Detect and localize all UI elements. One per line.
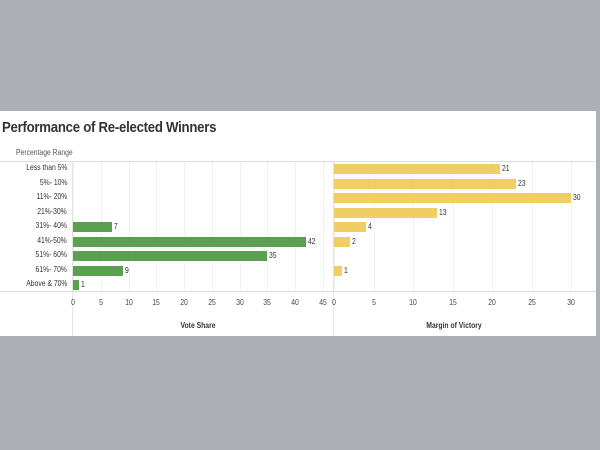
bar[interactable] [334,193,571,203]
bar[interactable] [334,164,500,174]
gridline [267,162,269,291]
gridline [452,162,454,291]
bar[interactable] [334,178,516,189]
margin-axis-label: Margin of Victory [426,321,482,330]
bar[interactable] [73,251,268,261]
gridline [239,162,241,291]
bar-value-label: 9 [124,265,129,275]
category-label: Less than 5% [25,163,67,172]
category-label: 31%- 40% [35,221,67,230]
tick-label: 25 [207,298,216,307]
bar-value-label: 7 [113,222,118,231]
row-header: Percentage Range [16,148,73,157]
tick-label: 20 [488,298,496,307]
bar[interactable] [334,236,350,247]
bar-value-label: 1 [343,265,348,275]
bar-value-label: 42 [308,236,316,246]
tick-label: 10 [409,298,417,307]
tick-label: 30 [235,298,244,307]
bar[interactable] [73,222,112,232]
gridline [211,162,213,291]
tick-label: 30 [567,298,575,307]
chart-title: Performance of Re-elected Winners [2,119,217,136]
category-label: 21%-30% [37,206,67,216]
bar-value-label: 13 [438,207,447,217]
gridline [156,162,158,291]
chart-panel: Performance of Re-elected Winners Percen… [0,111,596,336]
bar-value-label: 21 [501,164,510,173]
bar-value-label: 35 [269,251,277,260]
category-label: 11%- 20% [36,192,67,201]
tick-label: 5 [371,298,376,307]
gridline [128,162,130,291]
bar-value-label: 4 [367,222,372,231]
gridline [322,162,324,291]
left-pane-border [72,161,73,336]
bar-value-label: 23 [517,178,526,188]
bar[interactable] [73,265,123,276]
tick-label: 15 [152,298,161,307]
tick-label: 40 [291,298,299,307]
tick-label: 45 [318,298,327,307]
bar-value-label: 30 [573,193,581,202]
bar-value-label: 1 [80,280,85,289]
category-label: 5%- 10% [39,177,67,187]
category-labels: Less than 5% 5%- 10% 11%- 20% 21%-30% 31%- 4… [0,163,70,293]
tick-label: 25 [527,298,536,307]
gridline [531,162,533,291]
bar[interactable] [73,280,79,290]
vote-share-axis-label: Vote Share [180,321,216,330]
tick-label: 0 [332,298,336,307]
bar[interactable] [334,207,437,218]
tick-label: 35 [263,298,272,307]
tick-label: 10 [124,298,133,307]
gridline [295,162,296,291]
pane-separator [333,161,334,336]
tick-label: 20 [180,298,188,307]
category-label: Above & 70% [25,279,67,288]
bar-value-label: 2 [351,236,356,246]
gridline [373,162,375,291]
gridline [413,162,414,291]
axis-divider [0,291,596,292]
gridline [492,162,493,291]
category-label: 41%-50% [37,235,67,245]
tick-label: 0 [71,298,75,307]
tick-label: 15 [448,298,457,307]
tick-label: 5 [98,298,103,307]
bar[interactable] [73,236,307,247]
bar[interactable] [334,222,366,232]
gridline [571,162,572,291]
category-label: 51%- 60% [35,250,67,259]
header-divider [0,161,596,162]
bar[interactable] [334,265,342,276]
gridline [184,162,185,291]
category-label: 61%- 70% [35,264,67,274]
